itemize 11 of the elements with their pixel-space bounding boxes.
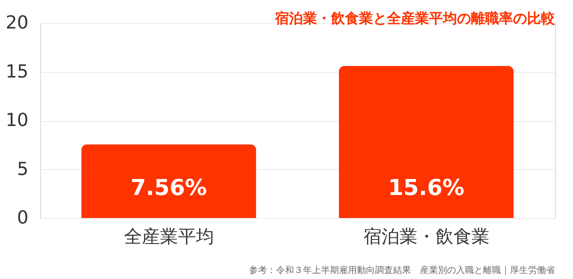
data-label: 15.6% [388, 176, 464, 201]
y-tick-label: 15 [6, 61, 28, 82]
x-tick-label: 宿泊業・飲食業 [363, 226, 490, 248]
y-tick-label: 0 [17, 208, 28, 228]
data-label: 7.56% [130, 176, 207, 201]
y-tick-label: 5 [17, 158, 28, 180]
y-tick-label: 10 [6, 110, 28, 131]
y-tick-label: 20 [6, 12, 28, 34]
chart-title: 宿泊業・飲食業と全産業平均の離職率の比較 [274, 10, 556, 27]
text: 参考：令和３年上半期雇用動向調査結果 産業別の入職と離職｜厚生労働省 [249, 265, 555, 276]
x-tick-label: 全産業平均 [124, 226, 214, 248]
